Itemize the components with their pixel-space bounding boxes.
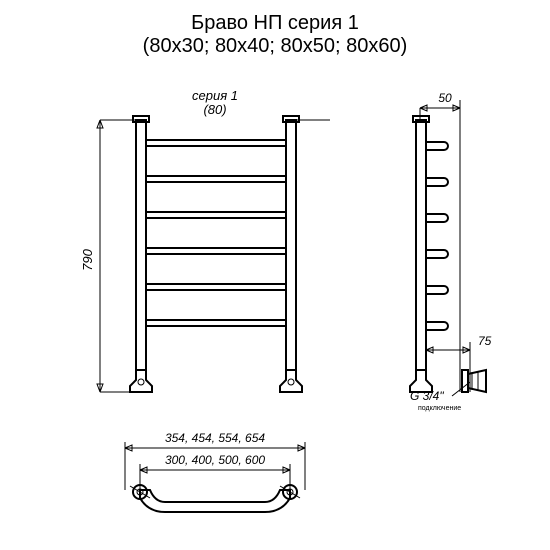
title-line2: (80x30; 80x40; 80x50; 80x60) <box>0 35 550 58</box>
conn-label: G 3/4" <box>410 389 444 403</box>
side-bottom-dim-text: 75 <box>478 334 492 348</box>
front-view: серия 1 (80) <box>80 88 330 392</box>
top-dim-line2: 300, 400, 500, 600 <box>165 453 265 467</box>
wall-connector: G 3/4" подключение <box>410 370 486 412</box>
title-block: Браво НП серия 1 (80x30; 80x40; 80x50; 8… <box>0 0 550 58</box>
side-view: 50 75 <box>410 91 492 412</box>
front-sublabel-1: серия 1 <box>192 88 238 103</box>
rungs <box>146 140 286 326</box>
height-dimension: 790 <box>80 120 130 392</box>
side-brackets <box>426 142 448 330</box>
diagram-svg: серия 1 (80) <box>0 70 550 550</box>
conn-sub: подключение <box>418 405 461 412</box>
right-bottom-fitting <box>280 370 302 392</box>
height-dim-text: 790 <box>80 248 95 270</box>
side-top-dim-text: 50 <box>438 91 452 105</box>
top-view: 354, 454, 554, 654 300, 400, 500, 600 <box>125 431 305 512</box>
side-bottom-dim: 75 <box>426 334 492 392</box>
top-dim-line1: 354, 454, 554, 654 <box>165 431 265 445</box>
left-bottom-fitting <box>130 370 152 392</box>
technical-diagram: серия 1 (80) <box>0 70 550 550</box>
title-line1: Браво НП серия 1 <box>0 12 550 35</box>
front-sublabel-2: (80) <box>203 102 226 117</box>
